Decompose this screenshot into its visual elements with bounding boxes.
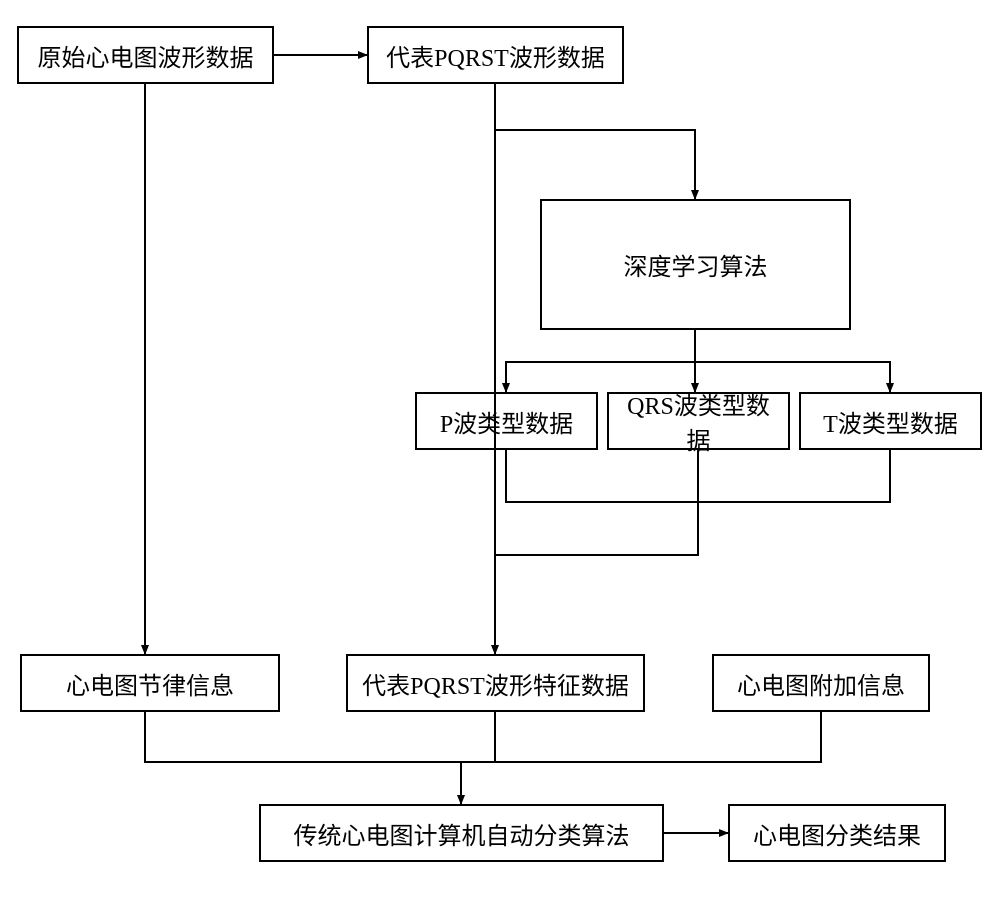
node-qrs-wave: QRS波类型数据 [607,392,790,450]
node-additional-info: 心电图附加信息 [712,654,930,712]
node-classification-result: 心电图分类结果 [728,804,946,862]
node-pqrst-feature: 代表PQRST波形特征数据 [346,654,645,712]
node-deep-learning: 深度学习算法 [540,199,851,330]
node-raw-ecg: 原始心电图波形数据 [17,26,274,84]
node-t-wave: T波类型数据 [799,392,982,450]
node-traditional-algo: 传统心电图计算机自动分类算法 [259,804,664,862]
node-p-wave: P波类型数据 [415,392,598,450]
node-pqrst-waveform: 代表PQRST波形数据 [367,26,624,84]
flowchart-arrows [0,0,1000,901]
node-rhythm-info: 心电图节律信息 [20,654,280,712]
